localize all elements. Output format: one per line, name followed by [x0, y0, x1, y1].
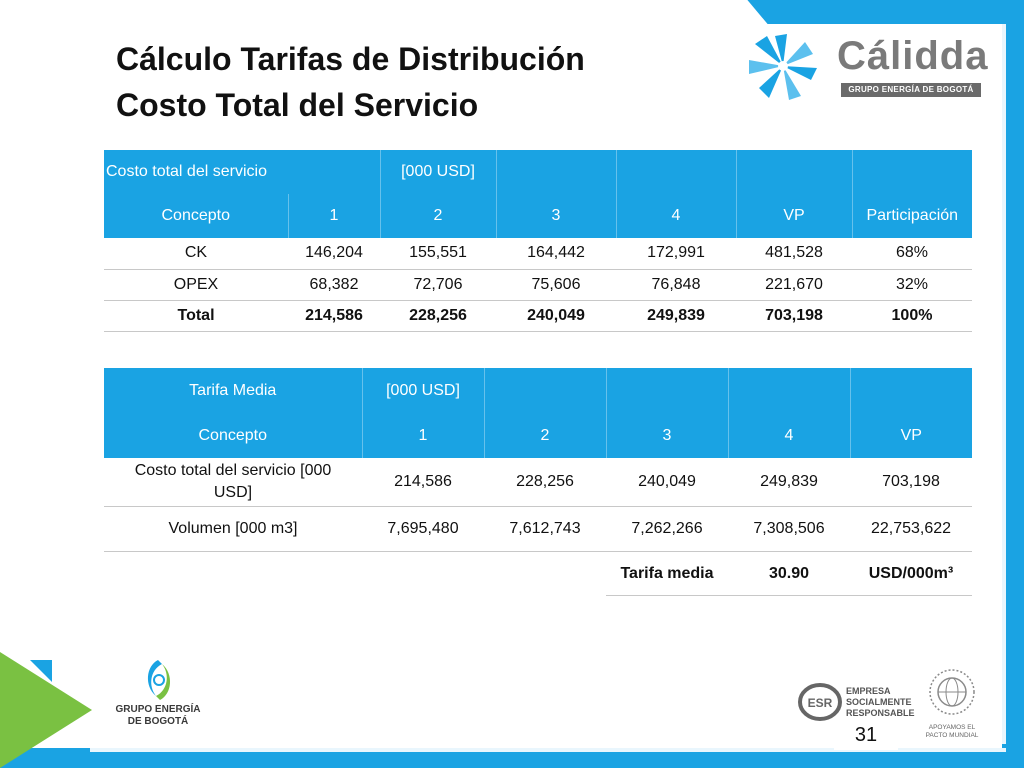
average-tariff-unit: USD/000m³ — [868, 565, 954, 582]
brand-subtitle: GRUPO ENERGÍA DE BOGOTÁ — [841, 83, 981, 97]
calidda-flower-logo-icon — [749, 34, 817, 100]
cost-table-caption-row: Costo total del servicio [000 USD] — [104, 150, 972, 194]
table-row: Volumen [000 m3] 7,695,480 7,612,743 7,2… — [104, 506, 972, 552]
table-cell: 146,204 — [288, 238, 380, 270]
column-header: Concepto — [104, 413, 362, 458]
brand-name: Cálidda — [837, 34, 989, 78]
table-cell: 68,382 — [288, 269, 380, 301]
table-cell: 228,256 — [380, 300, 496, 332]
column-header: 1 — [361, 413, 484, 458]
bottom-accent-stripe — [90, 748, 1006, 752]
column-header: 4 — [615, 194, 736, 238]
average-tariff-value: 30.90 — [768, 565, 810, 582]
cost-table-unit: [000 USD] — [379, 150, 496, 194]
column-header: Concepto — [104, 194, 288, 238]
slide-title-line1: Cálculo Tarifas de Distribución — [116, 41, 585, 77]
table-cell: 7,308,506 — [728, 506, 850, 552]
bottom-accent-bar — [0, 748, 1024, 768]
top-accent-band — [730, 0, 1024, 24]
table-cell: 214,586 — [362, 458, 484, 507]
column-header: 4 — [727, 413, 850, 458]
table-cell: 164,442 — [496, 238, 616, 270]
average-tariff-result: Tarifa media 30.90 USD/000m³ — [606, 552, 972, 596]
cost-table-header-row: Concepto 1 2 3 4 VP Participación — [104, 194, 972, 238]
table-cell: 703,198 — [736, 300, 852, 332]
page-number: 31 — [834, 720, 898, 750]
geb-logo-text: GRUPO ENERGÍA DE BOGOTÁ — [115, 704, 201, 727]
esr-logo: ESR EMPRESA SOCIALMENTE RESPONSABLE — [798, 680, 915, 724]
table-cell: 75,606 — [496, 269, 616, 301]
right-accent-bar — [1002, 24, 1024, 768]
slide-title-line2: Costo Total del Servicio — [116, 87, 479, 123]
table-cell: 228,256 — [484, 458, 606, 507]
row-label: CK — [104, 238, 288, 270]
row-label: Total — [104, 300, 288, 332]
table-total-row: Total 214,586 228,256 240,049 249,839 70… — [104, 300, 972, 332]
table-cell: 7,695,480 — [362, 506, 484, 552]
row-label: OPEX — [104, 269, 288, 301]
geb-swirl-icon — [147, 660, 171, 700]
average-tariff-label: Tarifa media — [620, 565, 714, 582]
row-label: Volumen [000 m3] — [104, 506, 362, 552]
table-cell: 72,706 — [380, 269, 496, 301]
table-row: CK 146,204 155,551 164,442 172,991 481,5… — [104, 238, 972, 270]
column-header: 3 — [605, 413, 728, 458]
blue-corner-triangle — [30, 660, 52, 682]
table-row: Costo total del servicio [000 USD] 214,5… — [104, 458, 972, 507]
table-cell: 155,551 — [380, 238, 496, 270]
table-cell: 76,848 — [616, 269, 736, 301]
calidda-logo: Cálidda GRUPO ENERGÍA DE BOGOTÁ — [745, 28, 990, 108]
column-header: 1 — [287, 194, 380, 238]
table-cell: 68% — [852, 238, 972, 270]
tariff-table-unit: [000 USD] — [361, 368, 484, 413]
column-header: 2 — [483, 413, 606, 458]
table-cell: 249,839 — [616, 300, 736, 332]
table-cell: 22,753,622 — [850, 506, 972, 552]
table-cell: 32% — [852, 269, 972, 301]
global-compact-logo: APOYAMOS EL PACTO MUNDIAL — [918, 668, 986, 740]
table-cell: 214,586 — [288, 300, 380, 332]
column-header: Participación — [851, 194, 972, 238]
tariff-table-caption-row: Tarifa Media [000 USD] — [104, 368, 972, 413]
column-header: 2 — [379, 194, 496, 238]
esr-logo-text: EMPRESA SOCIALMENTE RESPONSABLE — [846, 686, 915, 718]
global-compact-text: APOYAMOS EL PACTO MUNDIAL — [925, 724, 979, 739]
esr-seal-icon: ESR — [798, 683, 842, 721]
svg-text:ESR: ESR — [808, 696, 833, 710]
geb-logo: GRUPO ENERGÍA DE BOGOTÁ — [108, 654, 208, 734]
table-cell: 7,262,266 — [606, 506, 728, 552]
table-row: OPEX 68,382 72,706 75,606 76,848 221,670… — [104, 269, 972, 301]
column-header: VP — [735, 194, 852, 238]
table-cell: 481,528 — [736, 238, 852, 270]
row-label: Costo total del servicio [000 USD] — [104, 458, 362, 507]
slide-title: Cálculo Tarifas de Distribución Costo To… — [116, 36, 585, 128]
table-cell: 100% — [852, 300, 972, 332]
column-header: 3 — [495, 194, 616, 238]
table-cell: 240,049 — [496, 300, 616, 332]
global-compact-globe-icon — [929, 669, 975, 715]
table-cell: 703,198 — [850, 458, 972, 507]
table-cell: 172,991 — [616, 238, 736, 270]
cost-table: Costo total del servicio [000 USD] Conce… — [104, 150, 972, 332]
tariff-table-header-row: Concepto 1 2 3 4 VP — [104, 413, 972, 458]
tariff-table-caption: Tarifa Media — [104, 368, 362, 413]
table-cell: 221,670 — [736, 269, 852, 301]
tariff-table: Tarifa Media [000 USD] Concepto 1 2 3 4 … — [104, 368, 972, 552]
table-cell: 7,612,743 — [484, 506, 606, 552]
right-accent-stripe — [1002, 24, 1006, 744]
table-cell: 240,049 — [606, 458, 728, 507]
column-header: VP — [849, 413, 972, 458]
cost-table-caption: Costo total del servicio — [104, 150, 380, 194]
table-cell: 249,839 — [728, 458, 850, 507]
